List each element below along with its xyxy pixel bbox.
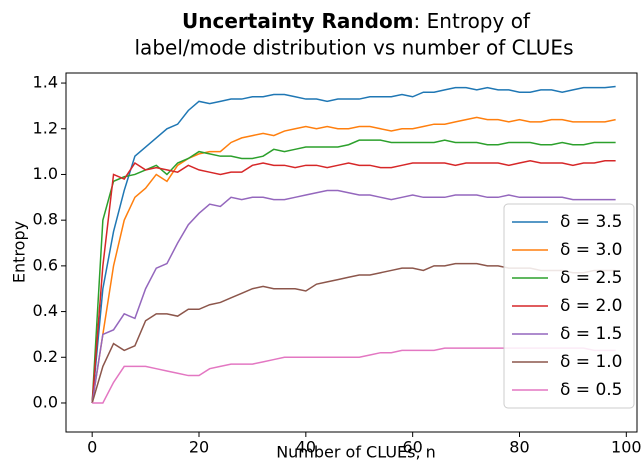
x-tick-label: 80 [509, 438, 529, 457]
legend-label: δ = 2.0 [560, 296, 623, 316]
plot-frame [65, 72, 638, 433]
series-line [91, 159, 616, 404]
legend: δ = 3.5 δ = 3.0 δ = 2.5 δ = 2.0 δ = 1.5 δ = 1… [503, 203, 635, 409]
y-tick-label: 1.0 [33, 164, 58, 183]
x-axis-label: Number of CLUEs, n [276, 443, 436, 462]
series-line [91, 189, 616, 404]
x-tick-label: 0 [87, 438, 97, 457]
y-tick-label: 0.0 [33, 392, 58, 411]
x-tick-label: 20 [189, 438, 209, 457]
legend-label: δ = 3.5 [560, 212, 623, 232]
chart-title: Uncertainty Random: Entropy of [182, 9, 531, 33]
y-axis-label: Entropy [10, 221, 29, 283]
chart-title-line2: label/mode distribution vs number of CLU… [135, 36, 574, 60]
series-line [91, 116, 616, 404]
legend-label: δ = 1.5 [560, 324, 623, 344]
y-tick-label: 0.6 [33, 255, 58, 274]
y-tick-label: 1.2 [33, 118, 58, 137]
series-line [91, 85, 616, 404]
x-tick-label: 40 [296, 438, 316, 457]
series-line [91, 139, 616, 404]
x-tick-label: 60 [402, 438, 422, 457]
legend-label: δ = 1.0 [560, 352, 623, 372]
y-tick-label: 1.4 [33, 73, 58, 92]
y-tick-label: 0.8 [33, 210, 58, 229]
x-tick-label: 100 [611, 438, 642, 457]
legend-label: δ = 3.0 [560, 240, 623, 260]
title-bold: Uncertainty Random [182, 9, 414, 33]
title-rest: : Entropy of [414, 9, 531, 33]
legend-label: δ = 0.5 [560, 380, 623, 400]
legend-label: δ = 2.5 [560, 268, 623, 288]
y-tick-label: 0.2 [33, 347, 58, 366]
y-tick-label: 0.4 [33, 301, 58, 320]
legend-box [503, 203, 635, 409]
